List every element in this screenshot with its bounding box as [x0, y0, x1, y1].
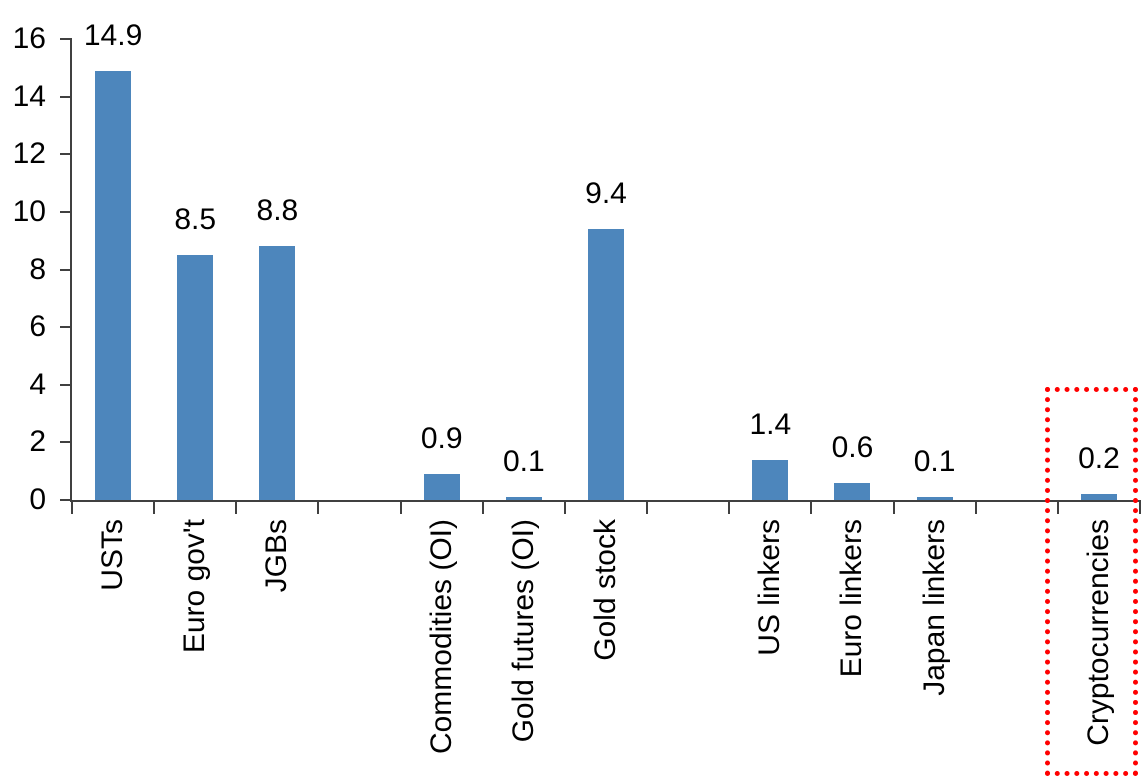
- bar-gold-stock: [588, 229, 624, 500]
- y-axis-tick-label: 6: [29, 310, 46, 344]
- y-axis-tick: [60, 153, 72, 156]
- value-label-euro-linkers: 0.6: [831, 430, 874, 464]
- bar-euro-gov-t: [177, 255, 214, 500]
- bar-euro-linkers: [834, 482, 871, 500]
- y-axis-tick: [60, 210, 72, 213]
- category-label-euro-linkers: Euro linkers: [835, 519, 869, 678]
- bar-japan-linkers: [916, 497, 953, 500]
- bar-cryptocurrencies: [1080, 494, 1117, 500]
- x-axis-tick: [892, 500, 895, 514]
- value-label-gold-stock: 9.4: [585, 177, 627, 211]
- y-axis-tick-label: 10: [12, 194, 46, 228]
- x-axis-tick: [317, 500, 320, 514]
- x-axis-tick: [1056, 500, 1059, 514]
- x-axis-tick: [481, 500, 484, 514]
- category-label-us-linkers: US linkers: [753, 519, 787, 656]
- y-axis-tick-label: 12: [12, 137, 46, 171]
- value-label-cryptocurrencies: 0.2: [1078, 442, 1120, 476]
- x-axis-tick: [974, 500, 977, 514]
- bar-us-linkers: [752, 459, 789, 500]
- category-label-euro-gov-t: Euro gov't: [178, 519, 212, 654]
- category-label-usts: USTs: [96, 519, 130, 591]
- x-axis-tick: [1139, 500, 1141, 514]
- category-label-commodities-oi: Commodities (OI): [424, 519, 458, 755]
- x-axis-tick: [646, 500, 649, 514]
- value-label-commodities-oi: 0.9: [420, 422, 463, 456]
- x-axis-tick: [235, 500, 238, 514]
- category-label-gold-futures-oi: Gold futures (OI): [506, 519, 540, 743]
- x-axis-tick: [563, 500, 566, 514]
- bar-jgbs: [259, 246, 296, 500]
- y-axis-tick: [60, 95, 72, 98]
- y-axis-tick-label: 0: [29, 483, 46, 516]
- y-axis-tick: [60, 268, 72, 271]
- highlight-box-cryptocurrencies: [1044, 387, 1138, 776]
- category-label-jgbs: JGBs: [260, 519, 294, 593]
- y-axis-line: [70, 39, 72, 502]
- value-label-japan-linkers: 0.1: [913, 445, 956, 479]
- value-label-gold-futures-oi: 0.1: [502, 445, 545, 479]
- category-label-japan-linkers: Japan linkers: [917, 519, 951, 696]
- bar-gold-futures-oi: [505, 497, 542, 500]
- x-axis-tick: [810, 500, 813, 514]
- y-axis-tick-label: 4: [29, 367, 46, 401]
- value-label-usts: 14.9: [83, 18, 143, 52]
- y-axis-tick: [60, 441, 72, 444]
- x-axis-tick: [399, 500, 402, 514]
- y-axis-tick-label: 2: [29, 425, 46, 459]
- y-axis-tick-label: 8: [29, 252, 46, 286]
- y-axis-tick: [60, 38, 72, 40]
- x-axis-tick: [728, 500, 731, 514]
- y-axis-tick-label: 16: [12, 22, 46, 55]
- x-axis-line: [70, 500, 1141, 502]
- y-axis-tick: [60, 499, 72, 501]
- value-label-us-linkers: 1.4: [749, 407, 792, 441]
- y-axis-tick-label: 14: [12, 79, 46, 113]
- value-label-jgbs: 8.8: [256, 194, 299, 228]
- x-axis-tick: [153, 500, 156, 514]
- bar-usts: [95, 70, 132, 500]
- value-label-euro-gov-t: 8.5: [174, 203, 217, 237]
- x-axis-tick: [71, 500, 73, 514]
- y-axis-tick: [60, 383, 72, 386]
- category-label-gold-stock: Gold stock: [589, 519, 622, 661]
- bar-commodities-oi: [423, 474, 460, 500]
- y-axis-tick: [60, 326, 72, 329]
